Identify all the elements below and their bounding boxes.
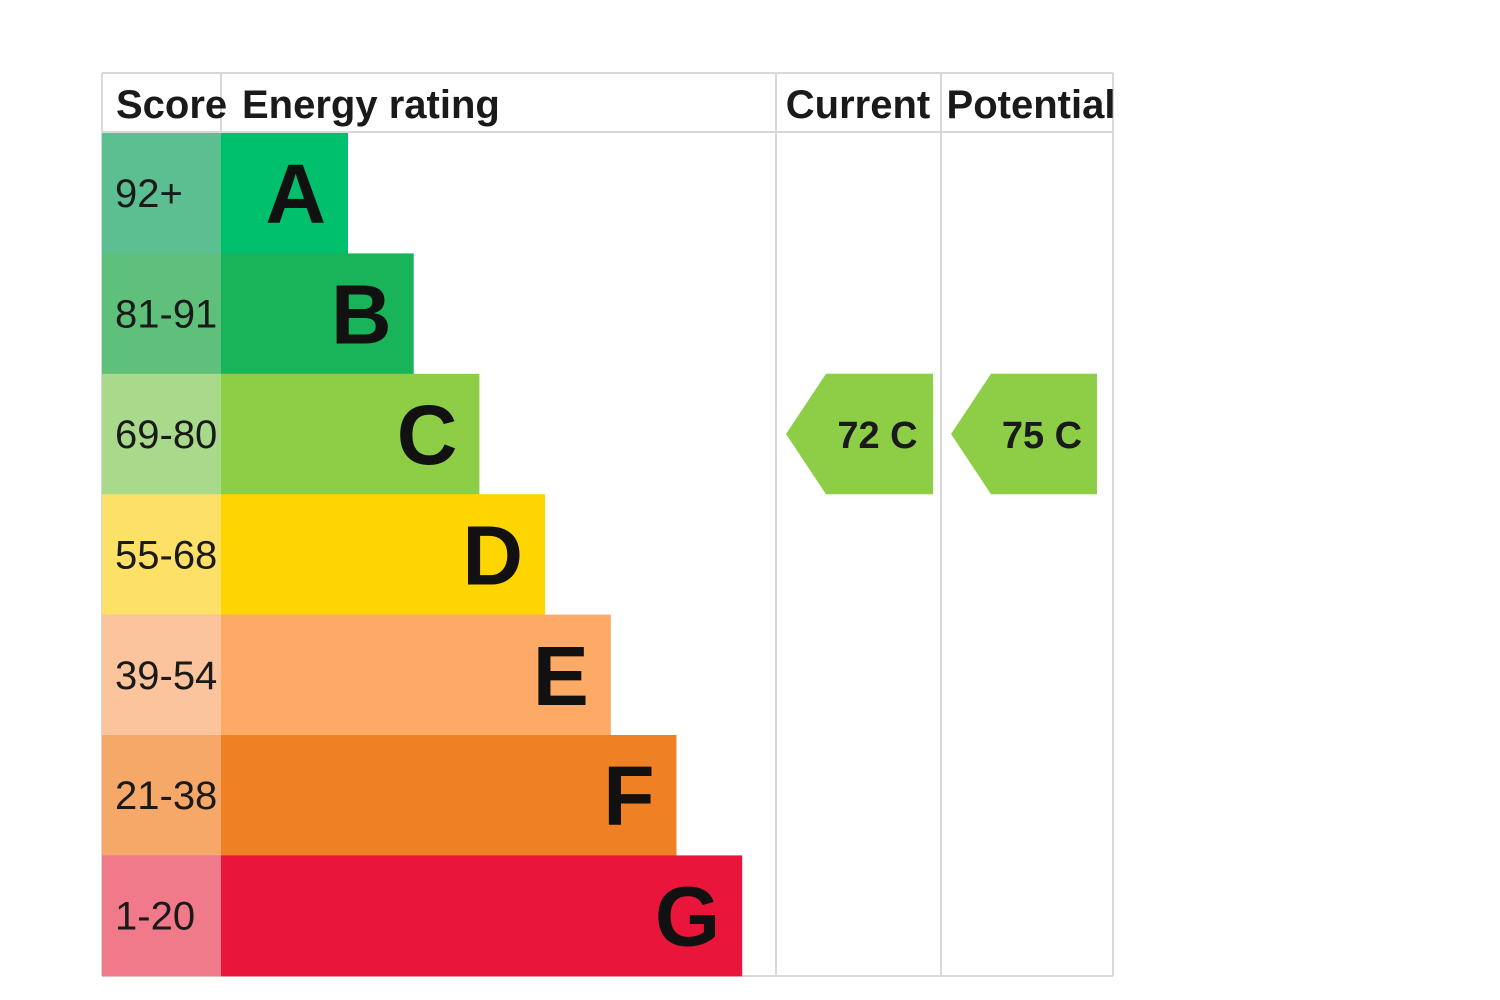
band-letter-g: G xyxy=(655,870,720,964)
score-cell-e xyxy=(102,614,221,736)
band-letter-b: B xyxy=(331,268,392,362)
band-bar-d xyxy=(221,494,546,616)
potential-rating-label: 75 C xyxy=(1002,415,1082,457)
score-cell-a xyxy=(102,133,221,254)
current-arrow xyxy=(786,373,933,495)
score-label-d: 55-68 xyxy=(115,533,217,577)
band-letter-d: D xyxy=(462,508,523,602)
band-letter-e: E xyxy=(533,629,589,723)
band-letter-a: A xyxy=(265,147,326,241)
score-label-c: 69-80 xyxy=(115,413,217,457)
score-cell-c xyxy=(102,373,221,495)
band-bar-e xyxy=(221,614,611,736)
score-label-g: 1-20 xyxy=(115,895,195,939)
band-bar-f xyxy=(221,735,677,856)
score-cell-d xyxy=(102,494,221,616)
score-cell-f xyxy=(102,735,221,856)
band-bar-c xyxy=(221,373,480,495)
header-potential: Potential xyxy=(947,83,1116,127)
header-energy-rating: Energy rating xyxy=(242,83,500,127)
band-bar-a xyxy=(221,133,348,254)
score-label-e: 39-54 xyxy=(115,654,217,698)
rating-bands: 92+ A 81-91 B 69-80 C 55-68 D 39-54 E 21-38 F 1-20 G xyxy=(102,133,743,977)
band-letter-f: F xyxy=(603,749,654,843)
header-current: Current xyxy=(786,83,930,127)
potential-arrow xyxy=(951,373,1097,495)
current-rating-label: 72 C xyxy=(837,415,917,457)
score-label-f: 21-38 xyxy=(115,774,217,818)
header-score: Score xyxy=(116,83,227,127)
score-label-b: 81-91 xyxy=(115,293,217,337)
score-cell-b xyxy=(102,253,221,375)
score-label-a: 92+ xyxy=(115,172,183,216)
rating-arrows: 72 C 75 C xyxy=(786,373,1097,495)
band-bar-g xyxy=(221,855,743,977)
band-letter-c: C xyxy=(397,388,458,482)
score-cell-g xyxy=(102,855,221,977)
band-bar-b xyxy=(221,253,414,375)
